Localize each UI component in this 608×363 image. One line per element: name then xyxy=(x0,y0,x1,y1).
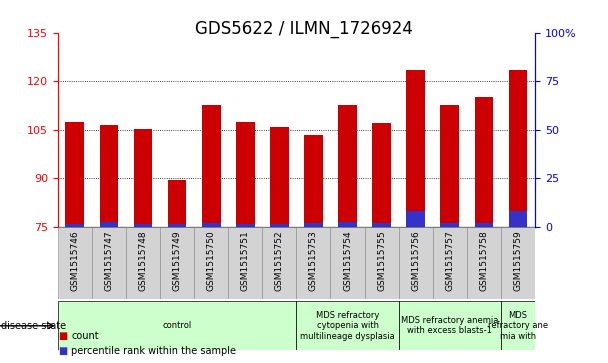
Text: ■: ■ xyxy=(58,346,67,356)
Bar xyxy=(236,122,255,227)
Bar xyxy=(440,223,459,227)
Bar xyxy=(509,70,527,227)
Bar xyxy=(100,222,119,227)
Bar xyxy=(372,223,391,227)
Text: GSM1515752: GSM1515752 xyxy=(275,231,284,291)
Bar xyxy=(92,227,126,299)
Bar xyxy=(58,301,296,350)
Bar xyxy=(296,301,399,350)
Bar xyxy=(406,70,425,227)
Bar xyxy=(331,227,365,299)
Bar xyxy=(202,223,221,227)
Bar xyxy=(433,227,467,299)
Bar xyxy=(270,224,289,227)
Text: GSM1515757: GSM1515757 xyxy=(445,231,454,291)
Text: GSM1515751: GSM1515751 xyxy=(241,231,250,291)
Bar xyxy=(58,227,92,299)
Bar xyxy=(100,125,119,227)
Bar xyxy=(134,224,153,227)
Bar xyxy=(228,227,262,299)
Bar xyxy=(66,224,84,227)
Bar xyxy=(202,106,221,227)
Text: GSM1515758: GSM1515758 xyxy=(479,231,488,291)
Text: GSM1515753: GSM1515753 xyxy=(309,231,318,291)
Text: GSM1515748: GSM1515748 xyxy=(139,231,148,291)
Text: GSM1515754: GSM1515754 xyxy=(343,231,352,291)
Text: count: count xyxy=(71,331,98,341)
Bar xyxy=(399,301,501,350)
Text: percentile rank within the sample: percentile rank within the sample xyxy=(71,346,236,356)
Bar xyxy=(501,301,535,350)
Text: GSM1515759: GSM1515759 xyxy=(514,231,522,291)
Bar xyxy=(236,224,255,227)
Bar xyxy=(160,227,194,299)
Bar xyxy=(338,222,357,227)
Bar xyxy=(338,106,357,227)
Bar xyxy=(270,127,289,227)
Bar xyxy=(406,211,425,227)
Text: MDS refractory anemia
with excess blasts-1: MDS refractory anemia with excess blasts… xyxy=(401,316,499,335)
Bar xyxy=(474,223,493,227)
Bar xyxy=(474,97,493,227)
Bar xyxy=(296,227,331,299)
Bar xyxy=(304,223,323,227)
Text: GDS5622 / ILMN_1726924: GDS5622 / ILMN_1726924 xyxy=(195,20,413,38)
Bar xyxy=(365,227,399,299)
Bar xyxy=(467,227,501,299)
Bar xyxy=(509,211,527,227)
Bar xyxy=(66,122,84,227)
Text: MDS
refractory ane
mia with: MDS refractory ane mia with xyxy=(488,311,548,341)
Bar xyxy=(262,227,296,299)
Bar xyxy=(126,227,160,299)
Bar xyxy=(372,123,391,227)
Text: GSM1515750: GSM1515750 xyxy=(207,231,216,291)
Bar xyxy=(134,129,153,227)
Bar xyxy=(440,106,459,227)
Text: GSM1515747: GSM1515747 xyxy=(105,231,114,291)
Bar xyxy=(168,224,187,227)
Text: GSM1515749: GSM1515749 xyxy=(173,231,182,291)
Bar xyxy=(501,227,535,299)
Text: GSM1515756: GSM1515756 xyxy=(411,231,420,291)
Text: control: control xyxy=(162,321,192,330)
Text: disease state: disease state xyxy=(1,321,66,331)
Text: GSM1515755: GSM1515755 xyxy=(377,231,386,291)
Bar xyxy=(194,227,228,299)
Text: ■: ■ xyxy=(58,331,67,341)
Text: MDS refractory
cytopenia with
multilineage dysplasia: MDS refractory cytopenia with multilinea… xyxy=(300,311,395,341)
Bar xyxy=(399,227,433,299)
Bar xyxy=(304,135,323,227)
Bar xyxy=(168,180,187,227)
Text: GSM1515746: GSM1515746 xyxy=(71,231,79,291)
